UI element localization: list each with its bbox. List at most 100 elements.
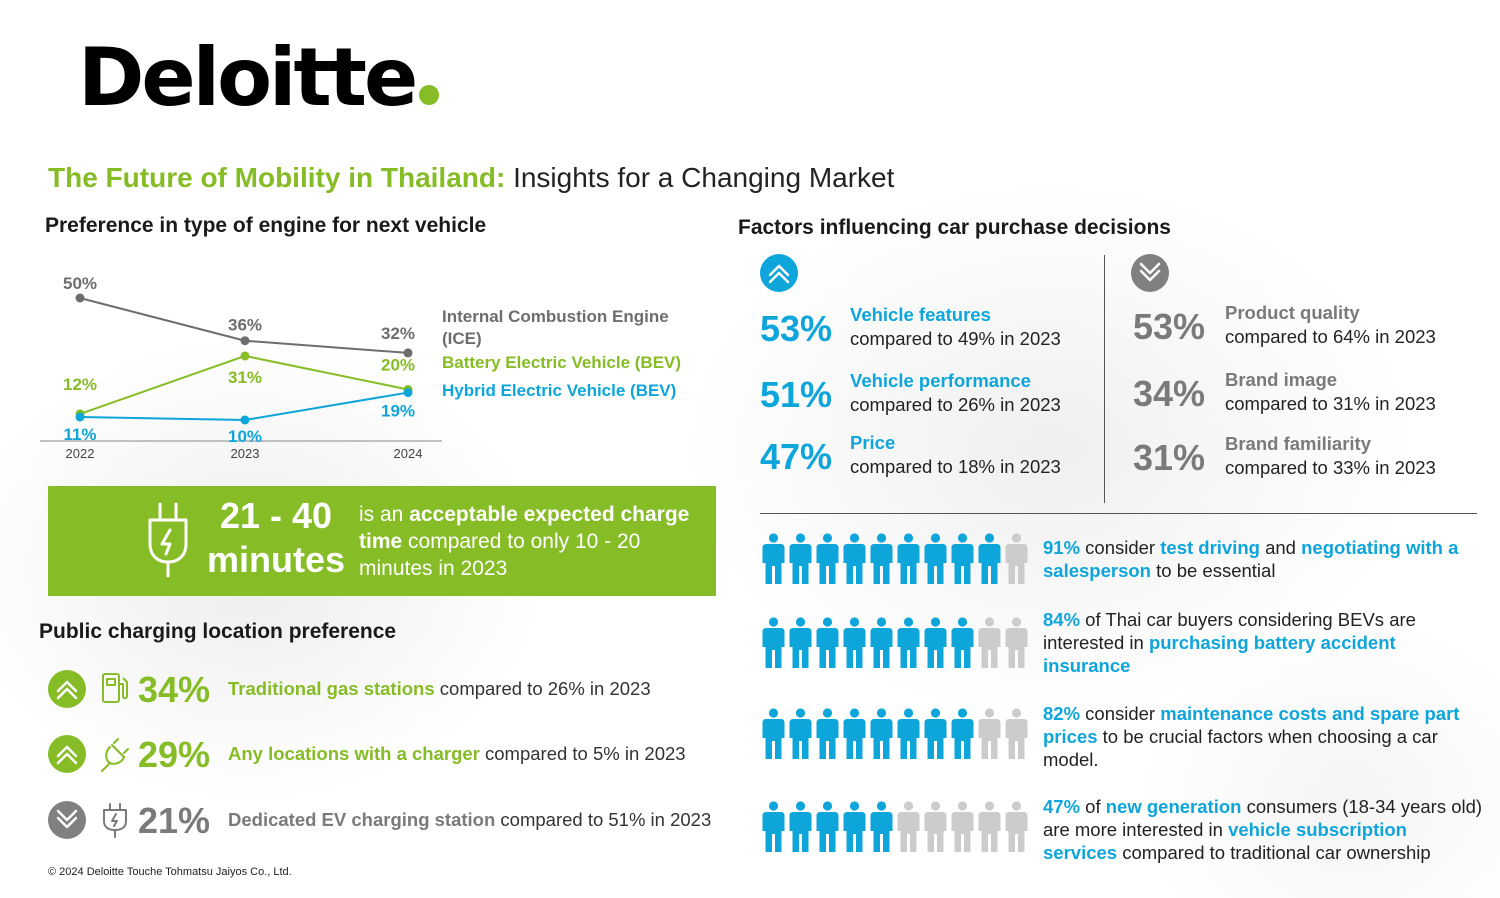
factors-section-heading: Factors influencing car purchase decisio…	[738, 216, 1171, 239]
data-label: 32%	[381, 324, 415, 343]
trend-down-icon	[1131, 254, 1169, 292]
charging-label: Any locations with a charger compared to…	[228, 743, 686, 765]
data-label: 12%	[63, 375, 97, 394]
data-label: 31%	[228, 368, 262, 387]
trend-up-icon	[48, 735, 86, 773]
stat-highlight: test driving	[1160, 537, 1260, 558]
charging-location-name: Any locations with a charger	[228, 743, 480, 764]
person-icon	[762, 801, 785, 853]
data-point	[240, 336, 250, 346]
trend-up-icon	[760, 254, 798, 292]
factor-pct: 53%	[760, 308, 833, 349]
legend-bev: Battery Electric Vehicle (BEV)	[442, 353, 682, 372]
logo-dot	[419, 85, 440, 105]
title-highlight: The Future of Mobility in Thailand:	[48, 162, 506, 193]
title-rest: Insights for a Changing Market	[505, 162, 895, 193]
stat-highlight: purchasing battery accident insurance	[1043, 632, 1396, 676]
banner-text-1: is an	[359, 503, 410, 526]
copyright-footer: © 2024 Deloitte Touche Tohmatsu Jaiyos C…	[48, 866, 292, 878]
person-icon	[816, 533, 839, 585]
ev-plug-icon	[98, 801, 134, 839]
charging-compare: compared to 51% in 2023	[495, 809, 712, 830]
data-point	[403, 388, 413, 398]
person-icon	[897, 533, 920, 585]
person-icon	[870, 617, 893, 669]
factor-name: Vehicle performance	[850, 370, 1031, 391]
person-icon	[789, 617, 812, 669]
stat-highlight: 47%	[1043, 796, 1081, 817]
person-icon	[1005, 617, 1028, 669]
legend-ice: Internal Combustion Engine (ICE)	[442, 306, 669, 350]
charging-label: Traditional gas stations compared to 26%…	[228, 678, 651, 700]
person-icon	[789, 533, 812, 585]
factor-pct: 34%	[1133, 373, 1206, 414]
person-icon	[789, 708, 812, 760]
page-title: The Future of Mobility in Thailand: Insi…	[48, 162, 894, 194]
person-icon	[924, 617, 947, 669]
person-icon	[789, 801, 812, 853]
stat-text-part: to be essential	[1150, 560, 1276, 581]
person-icon	[951, 617, 974, 669]
data-point	[75, 412, 85, 422]
data-point	[240, 351, 250, 361]
person-icon	[1005, 708, 1028, 760]
charging-section-heading: Public charging location preference	[39, 620, 397, 643]
charge-time-description: is an acceptable expected charge time co…	[359, 501, 709, 582]
charging-pct: 29%	[138, 734, 211, 775]
person-icon	[816, 708, 839, 760]
data-point	[403, 348, 413, 358]
person-icon	[978, 801, 1001, 853]
person-icon	[870, 708, 893, 760]
section-divider	[760, 513, 1477, 514]
stat-text-part: of Thai car buyers considering BEVs are …	[1043, 609, 1416, 653]
person-icon	[843, 617, 866, 669]
person-icon	[978, 617, 1001, 669]
stat-text-part: compared to traditional car ownership	[1117, 842, 1431, 863]
factor-name: Brand familiarity	[1225, 433, 1371, 454]
stat-highlight: 82%	[1043, 703, 1081, 724]
factors-divider	[1104, 255, 1105, 503]
person-icon	[843, 533, 866, 585]
person-icon	[843, 708, 866, 760]
people-icon-row	[762, 533, 1028, 585]
person-icon	[924, 708, 947, 760]
person-icon	[978, 533, 1001, 585]
factor-compare: compared to 33% in 2023	[1225, 457, 1436, 478]
person-icon	[1005, 533, 1028, 585]
data-label: 10%	[228, 427, 262, 446]
person-icon	[951, 801, 974, 853]
consumer-stat-text: 82% consider maintenance costs and spare…	[1043, 702, 1483, 771]
person-icon	[897, 708, 920, 760]
person-icon	[762, 533, 785, 585]
stat-highlight: maintenance costs and spare part prices	[1043, 703, 1460, 747]
stat-text-part: consider	[1080, 537, 1161, 558]
banner-text-3: compared to only 10 - 20 minutes in 2023	[359, 530, 641, 580]
legend-ice-line2: (ICE)	[442, 329, 482, 348]
factor-compare: compared to 31% in 2023	[1225, 393, 1436, 414]
stat-highlight: vehicle subscription services	[1043, 819, 1407, 863]
person-icon	[951, 533, 974, 585]
stat-text-part: and	[1259, 537, 1302, 558]
charge-time-banner: 21 - 40 minutes is an acceptable expecte…	[48, 486, 716, 596]
person-icon	[870, 801, 893, 853]
charge-time-range: 21 - 40	[219, 495, 333, 536]
data-point	[75, 293, 85, 303]
trend-down-icon	[48, 801, 86, 839]
person-icon	[762, 617, 785, 669]
stat-text-part: to be crucial factors when choosing a ca…	[1043, 726, 1438, 770]
x-tick-label: 2024	[394, 446, 423, 461]
data-label: 50%	[63, 274, 97, 293]
stat-text-part: consider	[1080, 703, 1161, 724]
factor-pct: 47%	[760, 436, 833, 477]
banner-text-2: acceptable expected charge time	[359, 503, 690, 553]
charging-pct: 21%	[138, 800, 211, 841]
stat-text-part: of	[1080, 796, 1106, 817]
consumer-stat-text: 91% consider test driving and negotiatin…	[1043, 536, 1483, 582]
person-icon	[951, 708, 974, 760]
stat-highlight: 91%	[1043, 537, 1081, 558]
charging-location-name: Traditional gas stations	[228, 678, 435, 699]
stat-text-part: consumers (18-34 years old) are more int…	[1043, 796, 1483, 840]
person-icon	[816, 617, 839, 669]
deloitte-logo: Deloitte	[78, 38, 440, 118]
factor-name: Vehicle features	[850, 304, 991, 325]
